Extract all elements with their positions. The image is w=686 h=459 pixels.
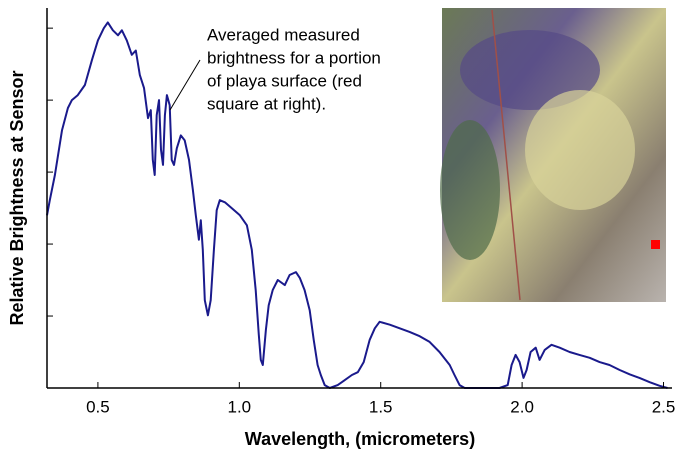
x-tick-label: 1.5	[369, 397, 393, 416]
annotation: square at right).	[207, 94, 326, 113]
x-tick-label: 1.0	[227, 397, 251, 416]
x-tick-label: 0.5	[86, 397, 110, 416]
red-square	[651, 240, 660, 249]
y-axis-label: Relative Brightness at Sensor	[7, 70, 27, 325]
annotation: brightness for a portion	[207, 48, 381, 67]
spectrum-line	[46, 21, 668, 389]
x-tick-label: 2.5	[652, 397, 676, 416]
annotation-pointer	[169, 59, 201, 111]
x-tick-label: 2.0	[510, 397, 534, 416]
inset-image	[440, 8, 666, 302]
x-axis-label: Wavelength, (micrometers)	[245, 429, 475, 449]
annotation: Averaged measured	[207, 25, 360, 44]
annotation: of playa surface (red	[207, 71, 362, 90]
